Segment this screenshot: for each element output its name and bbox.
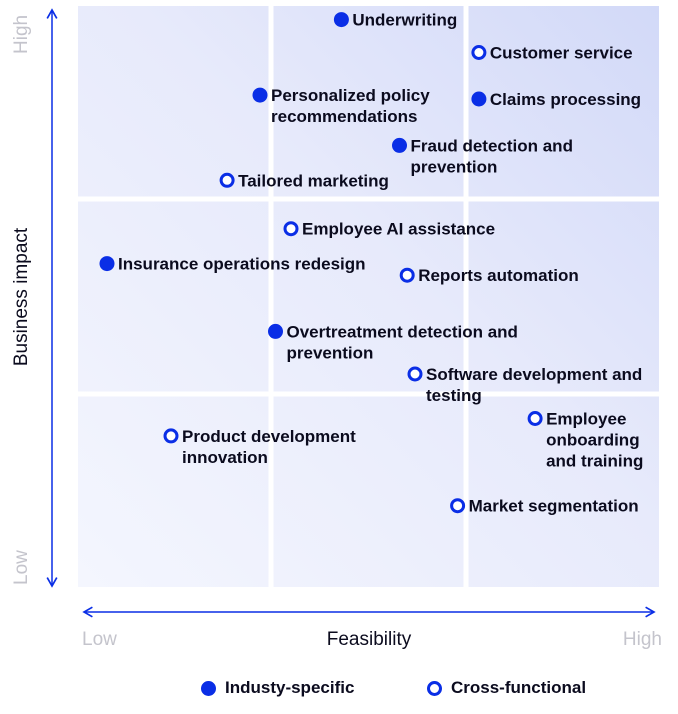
- hollow-marker: [219, 172, 235, 188]
- point-market-segmentation: Market segmentation: [450, 497, 639, 516]
- point-personalized-policy-recommendations: Personalized policy recommendations: [252, 86, 430, 126]
- point-label: Market segmentation: [469, 497, 639, 516]
- point-employee-onboarding-and-training: Employee onboarding and training: [527, 410, 643, 471]
- hollow-marker: [163, 428, 179, 444]
- x-axis-title: Feasibility: [327, 629, 412, 650]
- hollow-dot-icon: [427, 680, 442, 696]
- filled-marker: [268, 323, 283, 339]
- point-reports-automation: Reports automation: [399, 266, 579, 285]
- point-software-development-and-testing: Software development and testing: [407, 365, 642, 405]
- legend-label: Cross-functional: [451, 678, 587, 697]
- point-label: Software development and testing: [426, 365, 642, 405]
- point-label: Insurance operations redesign: [118, 255, 366, 274]
- point-label: Tailored marketing: [238, 171, 389, 190]
- filled-marker: [471, 91, 487, 107]
- filled-marker: [333, 12, 349, 28]
- y-axis-high-label: High: [11, 15, 32, 54]
- filled-dot-icon: [201, 680, 216, 696]
- point-fraud-detection-and-prevention: Fraud detection and prevention: [392, 136, 573, 176]
- legend: Industy-specific Cross-functional: [0, 678, 678, 706]
- point-label: Customer service: [490, 44, 633, 63]
- x-axis-high-label: High: [623, 629, 662, 650]
- point-underwriting: Underwriting: [333, 11, 457, 30]
- hollow-marker: [283, 221, 299, 237]
- point-label: Employee onboarding and training: [546, 410, 643, 471]
- point-label: Overtreatment detection and prevention: [287, 322, 518, 362]
- plot-background: [78, 6, 659, 587]
- point-label: Claims processing: [490, 90, 641, 109]
- legend-label: Industy-specific: [225, 678, 355, 697]
- data-points: Underwriting Customer service Personalized…: [99, 11, 643, 516]
- point-overtreatment-detection-and-prevention: Overtreatment detection and prevention: [268, 322, 518, 362]
- point-tailored-marketing: Tailored marketing: [219, 171, 389, 190]
- filled-marker: [252, 87, 268, 103]
- point-customer-service: Customer service: [471, 44, 633, 63]
- y-axis-low-label: Low: [11, 550, 32, 585]
- point-label: Fraud detection and prevention: [411, 136, 573, 176]
- filled-marker: [392, 137, 407, 153]
- point-label: Underwriting: [352, 11, 457, 30]
- x-axis-low-label: Low: [82, 629, 117, 650]
- grid-lines: [78, 6, 659, 587]
- hollow-marker: [407, 366, 423, 382]
- quadrant-chart: High Low Business impact Low High Feasib…: [11, 6, 662, 650]
- hollow-marker: [399, 267, 415, 283]
- point-label: Employee AI assistance: [302, 220, 495, 239]
- point-label: Product development innovation: [182, 427, 356, 467]
- filled-marker: [99, 256, 115, 272]
- point-claims-processing: Claims processing: [471, 90, 641, 109]
- y-axis-title: Business impact: [11, 227, 32, 366]
- hollow-marker: [471, 45, 487, 60]
- point-employee-ai-assistance: Employee AI assistance: [283, 220, 495, 239]
- point-product-development-innovation: Product development innovation: [163, 427, 356, 467]
- point-insurance-operations-redesign: Insurance operations redesign: [99, 255, 366, 274]
- point-label: Personalized policy recommendations: [271, 86, 430, 126]
- point-label: Reports automation: [418, 266, 579, 285]
- legend-item-cross-functional: Cross-functional: [427, 678, 586, 698]
- legend-item-industry-specific: Industy-specific: [201, 678, 354, 698]
- hollow-marker: [450, 498, 466, 514]
- hollow-marker: [527, 411, 543, 426]
